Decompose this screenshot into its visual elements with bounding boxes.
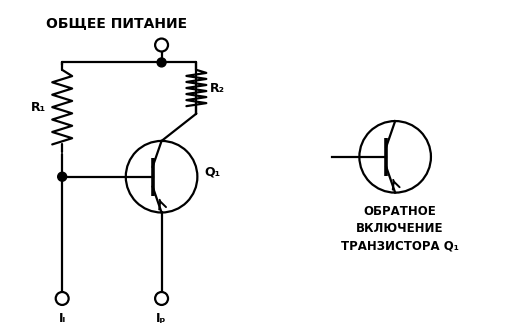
Text: R₁: R₁ xyxy=(31,101,46,114)
Circle shape xyxy=(56,292,69,305)
Text: Q₁: Q₁ xyxy=(205,165,221,178)
Text: Iₚ: Iₚ xyxy=(156,312,167,325)
Circle shape xyxy=(155,38,168,52)
Circle shape xyxy=(155,292,168,305)
Circle shape xyxy=(58,172,67,181)
Text: Iₗ: Iₗ xyxy=(58,312,66,325)
Text: ОБРАТНОЕ: ОБРАТНОЕ xyxy=(364,205,437,218)
Text: R₂: R₂ xyxy=(210,81,225,95)
Text: ОБЩЕЕ ПИТАНИЕ: ОБЩЕЕ ПИТАНИЕ xyxy=(46,16,187,30)
Circle shape xyxy=(157,58,166,67)
Text: ВКЛЮЧЕНИЕ: ВКЛЮЧЕНИЕ xyxy=(356,222,444,235)
Text: ТРАНЗИСТОРА Q₁: ТРАНЗИСТОРА Q₁ xyxy=(341,240,459,253)
